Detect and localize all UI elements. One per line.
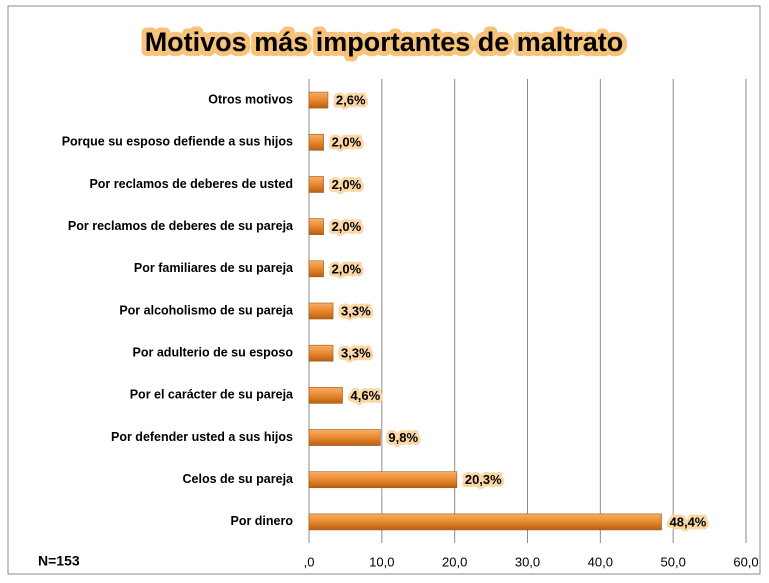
y-tick-label: Porque su esposo defiende a sus hijos	[62, 135, 293, 149]
value-label: 20,3%	[465, 472, 502, 487]
x-tick-label: 20,0	[442, 554, 467, 569]
y-tick-label: Por dinero	[230, 514, 293, 528]
x-tick-label: 60,0	[733, 554, 758, 569]
bar	[308, 471, 458, 489]
bar	[308, 218, 324, 235]
bar	[308, 91, 329, 109]
bar	[308, 429, 381, 446]
annotation: N=153	[38, 553, 80, 569]
bar	[308, 344, 334, 362]
value-label: 2,0%	[332, 261, 362, 276]
chart-title: Motivos más importantes de maltrato	[145, 27, 624, 57]
y-tick-label: Celos de su pareja	[183, 472, 295, 486]
x-tick-label: 40,0	[588, 554, 613, 569]
chart-border	[7, 5, 761, 575]
value-label: 2,6%	[336, 93, 366, 108]
value-label: 3,3%	[341, 346, 371, 361]
x-tick-label: 30,0	[515, 554, 540, 569]
value-label: 2,0%	[332, 135, 362, 150]
bar	[308, 260, 324, 278]
y-tick-label: Por reclamos de deberes de su pareja	[68, 219, 294, 233]
x-tick-label: ,0	[304, 554, 315, 569]
y-tick-label: Por el carácter de su pareja	[130, 388, 294, 402]
value-label: 48,4%	[670, 514, 707, 529]
y-tick-label: Por reclamos de deberes de usted	[89, 177, 293, 191]
value-label: 9,8%	[388, 430, 418, 445]
value-label: 4,6%	[351, 388, 381, 403]
y-tick-label: Por familiares de su pareja	[134, 261, 294, 275]
value-label: 3,3%	[341, 303, 371, 318]
y-tick-label: Por defender usted a sus hijos	[111, 430, 293, 444]
y-tick-label: Otros motivos	[208, 92, 293, 106]
bar	[308, 176, 324, 193]
value-label: 2,0%	[332, 219, 362, 234]
x-tick-label: 10,0	[369, 554, 394, 569]
value-label: 2,0%	[332, 177, 362, 192]
x-tick-label: 50,0	[661, 554, 686, 569]
bar	[308, 387, 343, 404]
bar	[308, 133, 324, 151]
y-tick-label: Por adulterio de su esposo	[133, 345, 294, 359]
bar	[308, 302, 334, 320]
bar	[308, 513, 662, 531]
y-tick-label: Por alcoholismo de su pareja	[119, 303, 294, 317]
